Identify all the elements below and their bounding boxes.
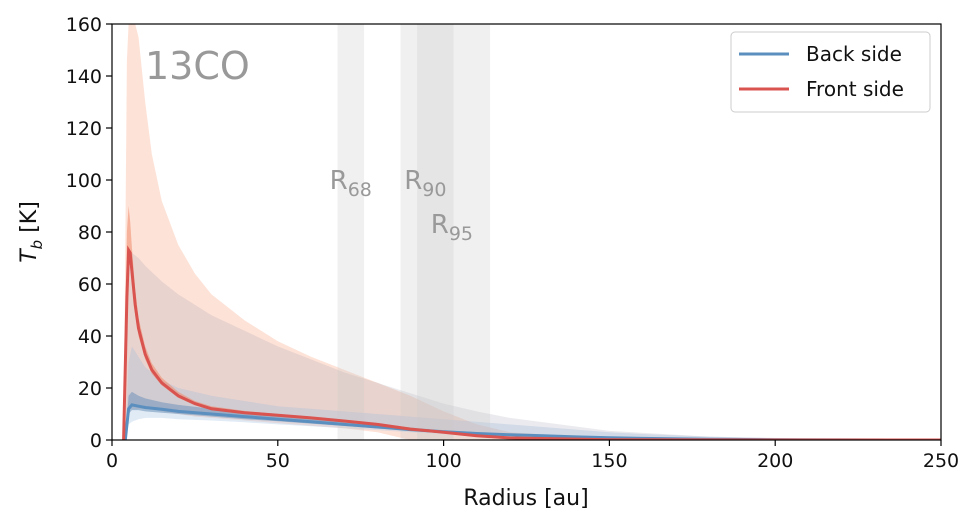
y-axis-label-sub: b: [28, 240, 46, 250]
y-tick-label-140: 140: [66, 66, 102, 88]
y-tick-label-60: 60: [78, 274, 102, 296]
y-tick-label-160: 160: [66, 14, 102, 36]
uncertainty-bands: [123, 24, 941, 440]
y-tick-label-0: 0: [90, 430, 102, 452]
x-tick-label-150: 150: [591, 450, 627, 472]
legend: Back side Front side: [730, 31, 931, 113]
x-tick-label-250: 250: [923, 450, 959, 472]
legend-label-back-side: Back side: [806, 42, 902, 66]
marker-label-R90-letter: R: [404, 166, 422, 196]
marker-label-R68-sub: 68: [348, 179, 372, 201]
radius-band-68: [337, 24, 365, 440]
y-tick-label-20: 20: [78, 378, 102, 400]
radius-band-95: [417, 24, 491, 440]
legend-box: [730, 31, 931, 113]
y-tick-label-80: 80: [78, 222, 102, 244]
band-grey-envelope: [125, 252, 941, 440]
x-tick-label-0: 0: [106, 450, 118, 472]
marker-label-R90: R90: [404, 166, 446, 201]
x-axis-label: Radius [au]: [463, 486, 588, 511]
y-axis-label-main: T: [17, 248, 42, 263]
band-wide-front-side: [123, 24, 941, 440]
tick-labels: 0 50 100 150 200 250 0 20 40 60 80 100 120 140 160: [66, 14, 959, 472]
marker-label-R68: R68: [330, 166, 372, 201]
y-tick-label-100: 100: [66, 170, 102, 192]
band-wide-back-side: [125, 346, 941, 440]
marker-label-R95-sub: 95: [449, 223, 473, 245]
y-axis-label-unit: [K]: [17, 201, 42, 240]
x-tick-label-200: 200: [757, 450, 793, 472]
chart-annotation: 13CO: [145, 44, 250, 88]
axes: [106, 23, 942, 446]
legend-label-front-side: Front side: [806, 77, 904, 101]
radius-band-90: [400, 24, 454, 440]
x-tick-label-100: 100: [425, 450, 461, 472]
y-tick-label-120: 120: [66, 118, 102, 140]
marker-label-R95-letter: R: [431, 210, 449, 240]
marker-label-R68-letter: R: [330, 166, 348, 196]
marker-label-R90-sub: 90: [422, 179, 446, 201]
y-tick-label-40: 40: [78, 326, 102, 348]
line-front-side: [122, 245, 941, 440]
series-lines: [122, 245, 941, 440]
marker-label-R95: R95: [431, 210, 473, 245]
y-axis-label: Tb [K]: [17, 201, 46, 263]
radius-marker-bands: [337, 24, 491, 440]
x-tick-label-50: 50: [266, 450, 290, 472]
